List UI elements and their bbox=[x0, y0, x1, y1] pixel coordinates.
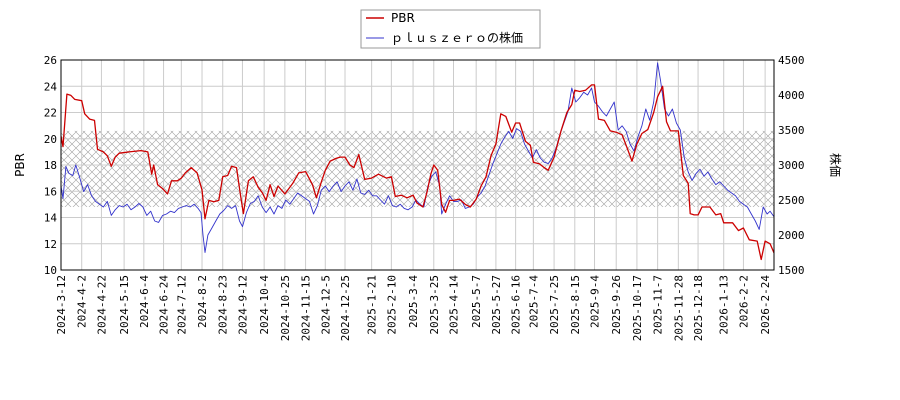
y-tick-right: 4500 bbox=[778, 54, 805, 67]
y-axis-title-right: 株価 bbox=[828, 153, 843, 177]
x-tick: 2025-9-26 bbox=[610, 275, 623, 335]
x-tick: 2024-4-2 bbox=[76, 275, 89, 328]
y-tick-left: 18 bbox=[44, 159, 57, 172]
x-tick: 2024-6-24 bbox=[158, 275, 171, 335]
x-tick: 2024-4-22 bbox=[95, 275, 108, 335]
x-tick: 2026-1-13 bbox=[718, 275, 731, 335]
x-tick: 2024-6-4 bbox=[138, 275, 151, 328]
y-tick-left: 20 bbox=[44, 133, 57, 146]
y-tick-left: 26 bbox=[44, 54, 57, 67]
y-tick-right: 3500 bbox=[778, 124, 805, 137]
legend: PBR ｐｌｕｓｚｅｒｏの株価 bbox=[360, 9, 541, 49]
y-tick-right: 2000 bbox=[778, 229, 805, 242]
x-tick: 2025-12-18 bbox=[692, 275, 705, 341]
x-tick: 2024-7-12 bbox=[175, 275, 188, 335]
x-tick: 2025-10-17 bbox=[631, 275, 644, 341]
y-tick-left: 14 bbox=[44, 212, 58, 225]
x-tick: 2025-5-7 bbox=[470, 275, 483, 328]
y-axis-title-left: PBR bbox=[13, 153, 27, 177]
legend-label-price: ｐｌｕｓｚｅｒｏの株価 bbox=[391, 30, 523, 45]
y-tick-right: 1500 bbox=[778, 264, 805, 277]
y-tick-right: 2500 bbox=[778, 194, 805, 207]
x-tick: 2025-7-4 bbox=[527, 275, 540, 328]
series-line-pbr bbox=[61, 84, 774, 261]
tick-layer: 10 12 14 16 18 20 22 24 26 1500 2000 2500 3000 3500 40… bbox=[44, 54, 805, 341]
x-tick: 2026-2-2 bbox=[737, 275, 750, 328]
shaded-band-layer bbox=[61, 130, 774, 207]
y-tick-left: 24 bbox=[44, 80, 58, 93]
plot-frame bbox=[60, 59, 775, 271]
y-tick-right: 3000 bbox=[778, 159, 805, 172]
shaded-band bbox=[61, 130, 774, 207]
x-tick: 2024-11-15 bbox=[300, 275, 313, 341]
x-tick: 2025-11-28 bbox=[672, 275, 685, 341]
x-tick: 2024-10-25 bbox=[279, 275, 292, 341]
y-tick-left: 22 bbox=[44, 107, 57, 120]
x-tick: 2024-12-25 bbox=[339, 275, 352, 341]
x-tick: 2024-9-12 bbox=[236, 275, 249, 335]
x-tick: 2026-2-24 bbox=[759, 275, 772, 335]
x-tick: 2024-8-23 bbox=[217, 275, 230, 335]
x-tick: 2025-11-7 bbox=[652, 275, 665, 335]
x-tick: 2025-3-4 bbox=[407, 275, 420, 328]
x-tick: 2024-5-15 bbox=[118, 275, 131, 335]
x-tick: 2025-2-10 bbox=[385, 275, 398, 335]
x-tick: 2025-7-25 bbox=[548, 275, 561, 335]
x-tick: 2025-8-15 bbox=[569, 275, 582, 335]
x-tick: 2025-4-14 bbox=[447, 275, 460, 335]
x-tick: 2024-10-4 bbox=[258, 275, 271, 335]
x-tick: 2025-5-27 bbox=[490, 275, 503, 335]
y-tick-left: 10 bbox=[44, 264, 57, 277]
y-tick-left: 16 bbox=[44, 185, 57, 198]
legend-label-pbr: PBR bbox=[391, 11, 415, 25]
x-tick: 2024-3-12 bbox=[55, 275, 68, 335]
series-layer bbox=[61, 62, 774, 261]
x-tick: 2025-3-25 bbox=[428, 275, 441, 335]
y-tick-right: 4000 bbox=[778, 89, 805, 102]
x-tick: 2024-8-2 bbox=[196, 275, 209, 328]
y-tick-left: 12 bbox=[44, 238, 57, 251]
legend-box bbox=[360, 9, 541, 49]
x-tick: 2025-6-16 bbox=[510, 275, 523, 335]
x-tick: 2025-9-4 bbox=[589, 275, 602, 328]
series-line-price bbox=[61, 62, 774, 253]
x-tick: 2024-12-5 bbox=[319, 275, 332, 335]
x-tick: 2025-1-21 bbox=[366, 275, 379, 335]
